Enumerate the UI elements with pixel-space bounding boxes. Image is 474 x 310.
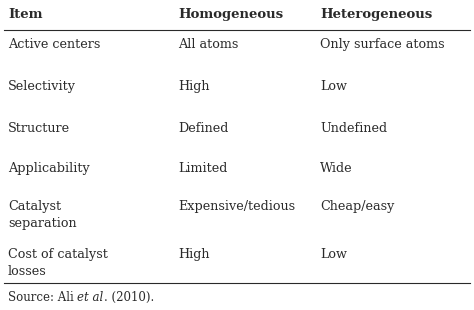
Text: Structure: Structure xyxy=(8,122,70,135)
Text: Cost of catalyst
losses: Cost of catalyst losses xyxy=(8,248,108,278)
Text: Undefined: Undefined xyxy=(320,122,387,135)
Text: Applicability: Applicability xyxy=(8,162,90,175)
Text: Heterogeneous: Heterogeneous xyxy=(320,8,432,21)
Text: All atoms: All atoms xyxy=(178,38,238,51)
Text: Active centers: Active centers xyxy=(8,38,100,51)
Text: Limited: Limited xyxy=(178,162,228,175)
Text: Cheap/easy: Cheap/easy xyxy=(320,200,394,213)
Text: Item: Item xyxy=(8,8,43,21)
Text: Source: Ali: Source: Ali xyxy=(8,291,78,304)
Text: High: High xyxy=(178,248,210,261)
Text: Homogeneous: Homogeneous xyxy=(178,8,283,21)
Text: . (2010).: . (2010). xyxy=(104,291,154,304)
Text: Defined: Defined xyxy=(178,122,228,135)
Text: Only surface atoms: Only surface atoms xyxy=(320,38,445,51)
Text: Low: Low xyxy=(320,248,347,261)
Text: et al: et al xyxy=(78,291,104,304)
Text: Expensive/tedious: Expensive/tedious xyxy=(178,200,295,213)
Text: High: High xyxy=(178,80,210,93)
Text: Selectivity: Selectivity xyxy=(8,80,76,93)
Text: Wide: Wide xyxy=(320,162,353,175)
Text: Low: Low xyxy=(320,80,347,93)
Text: Catalyst
separation: Catalyst separation xyxy=(8,200,77,230)
